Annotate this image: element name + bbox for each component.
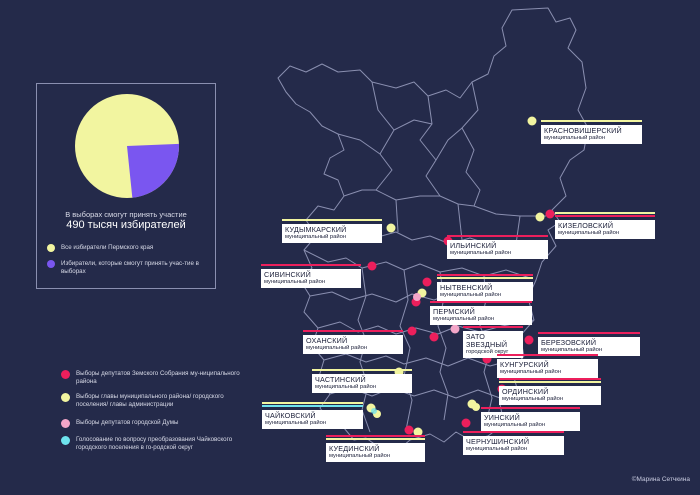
- district-type: муниципальный район: [484, 422, 546, 428]
- pie-chart: [75, 94, 179, 198]
- district-name: ЧЕРНУШИНСКИЙ: [466, 437, 530, 446]
- pie-slice-participants: [127, 143, 179, 198]
- pie-legend-all: Все избиратели Пермского края: [47, 244, 201, 252]
- district-type: муниципальный район: [285, 234, 347, 240]
- legend-heads: Выборы главы муниципального района/ горо…: [61, 393, 241, 409]
- label-berezovsky[interactable]: БЕРЕЗОВСКИЙ муниципальный район: [538, 332, 640, 356]
- label-ilyinsky[interactable]: ИЛЬИНСКИЙ муниципальный район: [447, 235, 548, 259]
- label-ordinsky[interactable]: ОРДИНСКИЙ муниципальный район: [499, 378, 601, 405]
- district-name: КУДЫМКАРСКИЙ: [285, 225, 347, 234]
- district-name: ЧАСТИНСКИЙ: [315, 375, 366, 384]
- district-name: НЫТВЕНСКИЙ: [440, 283, 493, 292]
- label-kudymkarsky[interactable]: КУДЫМКАРСКИЙ муниципальный район: [282, 219, 382, 243]
- district-type: муниципальный район: [329, 453, 391, 459]
- district-type: муниципальный район: [450, 250, 512, 256]
- pie-legend-all-label: Все избиратели Пермского края: [61, 244, 154, 251]
- district-type: городской округ: [466, 349, 509, 355]
- legend-heads-label: Выборы главы муниципального района/ горо…: [76, 393, 224, 408]
- dot-ordinsky-heads2: [472, 403, 480, 411]
- legend-duma: Выборы депутатов городской Думы: [61, 419, 241, 428]
- district-type: муниципальный район: [502, 396, 564, 402]
- dot-chaikovsky-vote: [371, 408, 377, 414]
- label-chaikovsky[interactable]: ЧАЙКОВСКИЙ муниципальный район: [262, 402, 363, 429]
- pink-dot-icon: [61, 419, 70, 428]
- dot-zvezdny-duma: [450, 324, 460, 334]
- district-type: муниципальный район: [315, 384, 377, 390]
- label-kizelovsky[interactable]: КИЗЕЛОВСКИЙ муниципальный район: [555, 212, 655, 239]
- legend-zemsky-label: Выборы депутатов Земского Собрания му-ни…: [76, 370, 240, 385]
- dot-kudymkarsky-heads: [386, 223, 396, 233]
- district-name: КУНГУРСКИЙ: [500, 360, 549, 369]
- district-type: муниципальный район: [265, 420, 327, 426]
- dot-sivinsky-zemsky: [367, 261, 377, 271]
- district-type: муниципальный район: [558, 230, 620, 236]
- district-type: муниципальный район: [544, 135, 606, 141]
- district-type: муниципальный район: [440, 292, 502, 298]
- pie-legend-part-label: Избиратели, которые смогут принять учас-…: [61, 260, 199, 275]
- dot-kizelovsky-heads: [535, 212, 545, 222]
- district-name: ОХАНСКИЙ: [306, 336, 348, 345]
- cyan-dot-icon: [61, 436, 70, 445]
- dot-berezovsky-zemsky: [524, 335, 534, 345]
- red-dot-icon: [61, 370, 70, 379]
- legend-duma-label: Выборы депутатов городской Думы: [76, 419, 179, 426]
- label-sivinsky[interactable]: СИВИНСКИЙ муниципальный район: [261, 264, 361, 288]
- district-name: ЗАТО ЗВЕЗДНЫЙ: [466, 332, 508, 349]
- dot-uinsky-zemsky: [461, 418, 471, 428]
- label-kungursky[interactable]: КУНГУРСКИЙ муниципальный район: [497, 354, 598, 378]
- dot-kuedinsky-heads: [413, 427, 423, 437]
- author-credit: ©Марина Сетчкина: [631, 476, 690, 483]
- district-type: муниципальный район: [466, 446, 528, 452]
- district-name: ПЕРМСКИЙ: [433, 307, 475, 316]
- label-uinsky[interactable]: УИНСКИЙ муниципальный район: [481, 407, 580, 431]
- purple-dot-icon: [47, 260, 55, 268]
- dot-nytvensky-zemsky: [422, 277, 432, 287]
- label-kuedinsky[interactable]: КУЕДИНСКИЙ муниципальный район: [326, 435, 425, 462]
- district-name: КРАСНОВИШЕРСКИЙ: [544, 126, 622, 135]
- district-type: муниципальный район: [500, 369, 562, 375]
- label-nytvensky[interactable]: НЫТВЕНСКИЙ муниципальный район: [437, 274, 533, 301]
- pie-caption-line2: 490 тысяч избирателей: [66, 219, 186, 231]
- label-chastinsky[interactable]: ЧАСТИНСКИЙ муниципальный район: [312, 369, 412, 393]
- district-name: КИЗЕЛОВСКИЙ: [558, 221, 614, 230]
- district-type: муниципальный район: [306, 345, 368, 351]
- dot-okhansky-zemsky: [407, 326, 417, 336]
- dot-krasnovishersky-heads: [527, 116, 537, 126]
- legend-vote: Голосование по вопросу преобразования Ча…: [61, 436, 241, 452]
- dot-perm-duma: [413, 293, 421, 301]
- pie-chart-panel: В выборах смогут принять участие 490 тыс…: [36, 83, 216, 289]
- legend-zemsky: Выборы депутатов Земского Собрания му-ни…: [61, 370, 241, 386]
- district-type: муниципальный район: [541, 347, 603, 353]
- label-okhansky[interactable]: ОХАНСКИЙ муниципальный район: [303, 330, 403, 354]
- pie-legend-part: Избиратели, которые смогут принять учас-…: [47, 260, 201, 276]
- district-name: ИЛЬИНСКИЙ: [450, 241, 497, 250]
- dot-kizelovsky-zemsky: [545, 209, 555, 219]
- district-name: КУЕДИНСКИЙ: [329, 444, 380, 453]
- label-zvezdny[interactable]: ЗАТО ЗВЕЗДНЫЙ городской округ: [463, 326, 523, 358]
- label-cherdyshinsky[interactable]: ЧЕРНУШИНСКИЙ муниципальный район: [463, 431, 564, 455]
- district-type: муниципальный район: [264, 279, 326, 285]
- pie-caption-line1: В выборах смогут принять участие: [65, 210, 187, 219]
- yellow-dot-icon: [61, 393, 70, 402]
- district-name: ЧАЙКОВСКИЙ: [265, 411, 316, 420]
- district-name: ОРДИНСКИЙ: [502, 387, 549, 396]
- yellow-dot-icon: [47, 244, 55, 252]
- dot-kuedinsky-zemsky: [404, 425, 414, 435]
- label-permsky[interactable]: ПЕРМСКИЙ муниципальный район: [430, 301, 532, 325]
- district-name: УИНСКИЙ: [484, 413, 521, 422]
- district-name: СИВИНСКИЙ: [264, 270, 312, 279]
- district-type: муниципальный район: [433, 316, 495, 322]
- legend-vote-label: Голосование по вопросу преобразования Ча…: [76, 436, 233, 451]
- label-krasnovishersky[interactable]: КРАСНОВИШЕРСКИЙ муниципальный район: [541, 120, 642, 144]
- district-name: БЕРЕЗОВСКИЙ: [541, 338, 597, 347]
- dot-zvezdny-zemsky: [429, 332, 439, 342]
